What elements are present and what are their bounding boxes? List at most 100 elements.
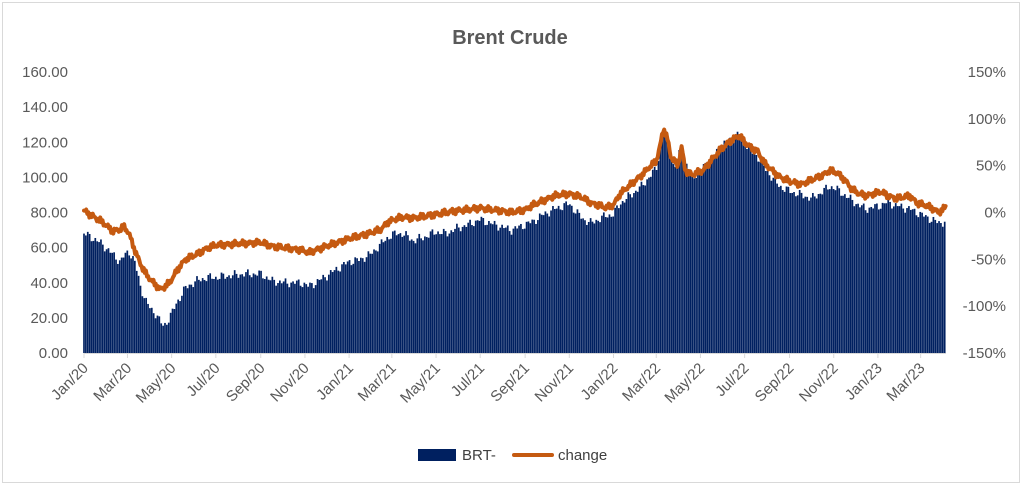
- price-bar: [418, 233, 421, 353]
- price-bar: [312, 288, 315, 353]
- price-bar: [828, 189, 831, 353]
- price-bar: [642, 185, 645, 353]
- price-bar: [911, 209, 914, 353]
- price-bar: [806, 196, 809, 353]
- price-bar: [570, 205, 573, 353]
- price-bar: [90, 241, 93, 353]
- price-bar: [392, 231, 394, 353]
- price-bar: [450, 230, 453, 353]
- price-bar: [156, 315, 159, 353]
- price-bar: [840, 195, 842, 353]
- price-bar: [456, 223, 458, 353]
- price-bar: [770, 180, 773, 353]
- price-bar: [719, 151, 722, 353]
- price-bar: [783, 191, 786, 353]
- price-bar: [593, 223, 596, 353]
- price-bar: [548, 216, 551, 353]
- price-bar: [877, 209, 880, 353]
- price-bar: [535, 223, 537, 353]
- price-bar: [188, 284, 191, 353]
- price-bar: [876, 203, 878, 353]
- price-bar: [531, 219, 534, 353]
- price-bar: [755, 155, 758, 353]
- price-bar: [860, 205, 863, 353]
- price-bar: [906, 208, 908, 353]
- legend-bar-label: BRT-: [462, 447, 496, 464]
- price-bar: [388, 239, 390, 353]
- price-bar: [88, 233, 91, 353]
- x-tick-label: Sep/22: [752, 360, 798, 406]
- right-tick-label: 50%: [976, 158, 1006, 175]
- price-bar: [815, 198, 818, 353]
- price-bar: [207, 274, 210, 353]
- price-bar: [226, 276, 228, 353]
- price-bar: [874, 204, 876, 353]
- price-bar: [258, 270, 260, 353]
- price-bar: [262, 278, 264, 353]
- price-bar: [111, 252, 114, 353]
- price-bar: [919, 211, 922, 353]
- price-bar: [753, 152, 756, 353]
- x-tick-label: Jul/22: [712, 360, 752, 400]
- price-bar: [599, 222, 601, 353]
- price-bar: [738, 134, 741, 353]
- x-tick-label: Jul/21: [448, 360, 488, 400]
- price-bar: [683, 160, 686, 353]
- price-bar: [132, 256, 134, 353]
- price-bar: [845, 198, 848, 353]
- price-bar: [107, 248, 110, 353]
- price-bar: [473, 226, 475, 353]
- price-bar: [712, 155, 714, 353]
- price-bar: [501, 224, 503, 353]
- price-bar: [248, 275, 251, 353]
- price-bar: [866, 212, 869, 353]
- price-bar: [537, 220, 539, 353]
- price-bar: [855, 204, 858, 353]
- chart-title: Brent Crude: [452, 27, 568, 49]
- price-bar: [109, 252, 112, 353]
- price-bar: [827, 189, 829, 353]
- price-bar: [422, 240, 424, 353]
- price-bar: [685, 163, 688, 353]
- right-tick-label: -100%: [963, 298, 1006, 315]
- price-bar: [736, 131, 739, 353]
- price-bar: [452, 232, 454, 353]
- price-bar: [169, 312, 172, 353]
- price-bar: [894, 203, 897, 353]
- price-bar: [173, 309, 176, 353]
- x-tick-label: Mar/22: [619, 360, 664, 405]
- price-bar: [721, 145, 724, 353]
- price-bar: [879, 208, 882, 353]
- price-bar: [439, 234, 441, 353]
- price-bar: [926, 216, 929, 353]
- price-bar: [682, 154, 684, 353]
- price-bar: [346, 261, 349, 353]
- price-bar: [324, 277, 326, 353]
- price-bar: [627, 192, 630, 353]
- price-bar: [275, 285, 277, 353]
- price-bar: [469, 219, 471, 353]
- price-bar: [898, 206, 901, 353]
- price-bar: [634, 190, 637, 353]
- price-bar: [309, 282, 311, 353]
- price-bar: [838, 188, 841, 353]
- price-bar: [872, 208, 874, 353]
- x-tick-label: May/21: [397, 360, 444, 407]
- price-bar: [478, 220, 481, 353]
- price-bar: [582, 218, 584, 353]
- price-bar: [224, 278, 227, 353]
- right-tick-label: 100%: [968, 111, 1006, 128]
- price-bar: [569, 204, 571, 353]
- price-bar: [779, 185, 782, 353]
- price-bar: [580, 218, 583, 353]
- price-bar: [222, 273, 225, 353]
- price-bar: [574, 213, 577, 353]
- price-bar: [889, 201, 891, 353]
- price-bar: [546, 213, 549, 353]
- price-bar: [849, 194, 852, 353]
- price-bar: [908, 206, 910, 353]
- x-tick-label: Jan/22: [577, 360, 621, 404]
- price-bar: [100, 239, 102, 353]
- price-bar: [480, 216, 483, 353]
- price-bar: [900, 203, 903, 353]
